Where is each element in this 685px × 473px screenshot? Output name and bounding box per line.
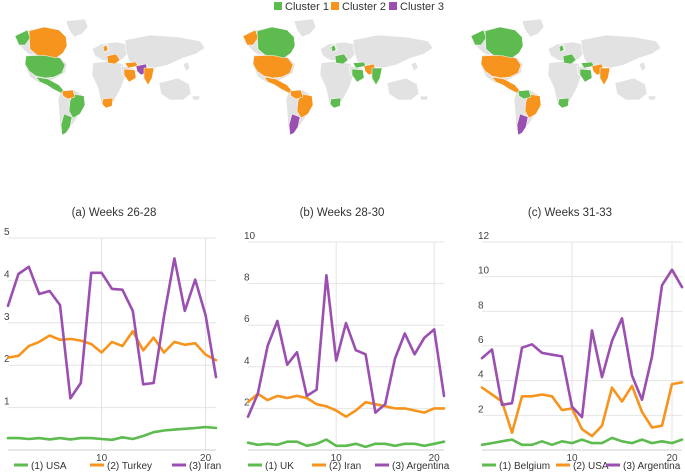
region-argentina bbox=[60, 113, 73, 136]
region-colombia bbox=[61, 89, 76, 100]
line-chart-c: 2 4 6 8 10 12 10 20 bbox=[478, 231, 684, 464]
region-india bbox=[143, 67, 155, 86]
series-line-iran bbox=[6, 257, 218, 400]
region-western-europe bbox=[562, 53, 577, 65]
y-tick-label: 6 bbox=[244, 314, 250, 325]
chart-legend-b: (1) UK (2) Iran (3) Argentina bbox=[248, 461, 450, 472]
region-mexico bbox=[35, 76, 65, 94]
y-tick-label: 4 bbox=[244, 356, 250, 367]
region-south-africa bbox=[557, 97, 570, 109]
region-alaska bbox=[14, 29, 31, 46]
series-line-argentina bbox=[246, 273, 446, 419]
region-arabia bbox=[351, 68, 365, 83]
series-line-argentina bbox=[480, 268, 684, 419]
y-tick-label: 1 bbox=[4, 397, 10, 408]
map-caption-c: (c) Weeks 31-33 bbox=[528, 207, 612, 219]
region-colombia bbox=[289, 89, 304, 100]
legend-swatch-cluster-1 bbox=[274, 2, 282, 10]
region-uk bbox=[558, 44, 565, 53]
legend-label-argentina-c: (3) Argentina bbox=[623, 461, 681, 472]
legend-swatch-cluster-2 bbox=[331, 2, 339, 10]
series-line-iran bbox=[246, 392, 446, 419]
cluster-legend: Cluster 1 Cluster 2 Cluster 3 bbox=[274, 1, 444, 13]
y-tick-label: 6 bbox=[478, 335, 484, 346]
region-alaska bbox=[470, 29, 487, 46]
legend-label-usa-c: (2) USA bbox=[573, 461, 609, 472]
series-line-usa bbox=[6, 425, 218, 442]
region-uk bbox=[102, 44, 109, 53]
region-south-africa bbox=[101, 97, 114, 109]
legend-label-belgium: (1) Belgium bbox=[499, 461, 550, 472]
region-india bbox=[371, 67, 383, 86]
legend-label-cluster-1: Cluster 1 bbox=[285, 1, 329, 13]
y-tick-label: 3 bbox=[4, 312, 10, 323]
series-line-uk bbox=[246, 438, 446, 449]
x-tick-label: 20 bbox=[429, 453, 441, 464]
x-tick-label: 20 bbox=[200, 453, 212, 464]
series-line-usa bbox=[480, 381, 684, 438]
region-mexico bbox=[491, 76, 521, 94]
y-tick-label: 10 bbox=[244, 231, 256, 242]
legend-label-uk: (1) UK bbox=[265, 461, 294, 472]
region-argentina bbox=[288, 113, 301, 136]
legend-label-cluster-2: Cluster 2 bbox=[342, 1, 386, 13]
map-caption-a: (a) Weeks 26-28 bbox=[72, 207, 157, 219]
region-arabia bbox=[123, 68, 137, 83]
legend-label-iran-b: (2) Iran bbox=[329, 461, 361, 472]
line-chart-a: 1 2 3 4 5 10 20 bbox=[4, 227, 218, 464]
y-tick-label: 2 bbox=[478, 404, 484, 415]
y-tick-label: 8 bbox=[478, 300, 484, 311]
region-colombia bbox=[517, 89, 532, 100]
region-india bbox=[599, 67, 611, 86]
region-arabia bbox=[579, 68, 593, 83]
region-canada bbox=[28, 26, 68, 59]
y-tick-label: 4 bbox=[478, 370, 484, 381]
y-tick-label: 5 bbox=[4, 227, 10, 238]
legend-label-turkey: (2) Turkey bbox=[107, 461, 152, 472]
series-line-belgium bbox=[480, 436, 684, 447]
legend-label-cluster-3: Cluster 3 bbox=[400, 1, 444, 13]
series-line-turkey bbox=[6, 329, 218, 362]
region-western-europe bbox=[106, 53, 121, 65]
region-alaska bbox=[242, 29, 259, 46]
y-tick-label: 4 bbox=[4, 269, 10, 280]
map-caption-b: (b) Weeks 28-30 bbox=[300, 207, 385, 219]
region-canada bbox=[484, 26, 524, 59]
world-map-weeks-28-30 bbox=[242, 18, 434, 136]
x-tick-label: 10 bbox=[96, 453, 108, 464]
x-tick-label: 10 bbox=[566, 453, 578, 464]
y-tick-label: 8 bbox=[244, 273, 250, 284]
y-tick-label: 2 bbox=[4, 354, 10, 365]
y-tick-label: 10 bbox=[478, 266, 490, 277]
region-brazil bbox=[524, 93, 542, 119]
world-map-weeks-26-28 bbox=[14, 18, 206, 136]
y-tick-label: 12 bbox=[478, 231, 490, 242]
region-uk bbox=[330, 44, 337, 53]
region-argentina bbox=[516, 113, 529, 136]
region-western-europe bbox=[334, 53, 349, 65]
region-canada bbox=[256, 26, 296, 59]
chart-legend-a: (1) USA (2) Turkey (3) Iran bbox=[14, 461, 221, 472]
legend-swatch-cluster-3 bbox=[389, 2, 397, 10]
region-brazil bbox=[296, 93, 314, 119]
region-brazil bbox=[68, 93, 86, 119]
region-mexico bbox=[263, 76, 293, 94]
legend-label-argentina-b: (3) Argentina bbox=[392, 461, 450, 472]
region-south-africa bbox=[329, 97, 342, 109]
x-tick-label: 20 bbox=[666, 453, 678, 464]
x-tick-label: 10 bbox=[331, 453, 343, 464]
legend-label-usa: (1) USA bbox=[31, 461, 67, 472]
chart-legend-c: (1) Belgium (2) USA (3) Argentina bbox=[482, 461, 681, 472]
world-map-weeks-31-33 bbox=[470, 18, 662, 136]
legend-label-iran: (3) Iran bbox=[189, 461, 221, 472]
